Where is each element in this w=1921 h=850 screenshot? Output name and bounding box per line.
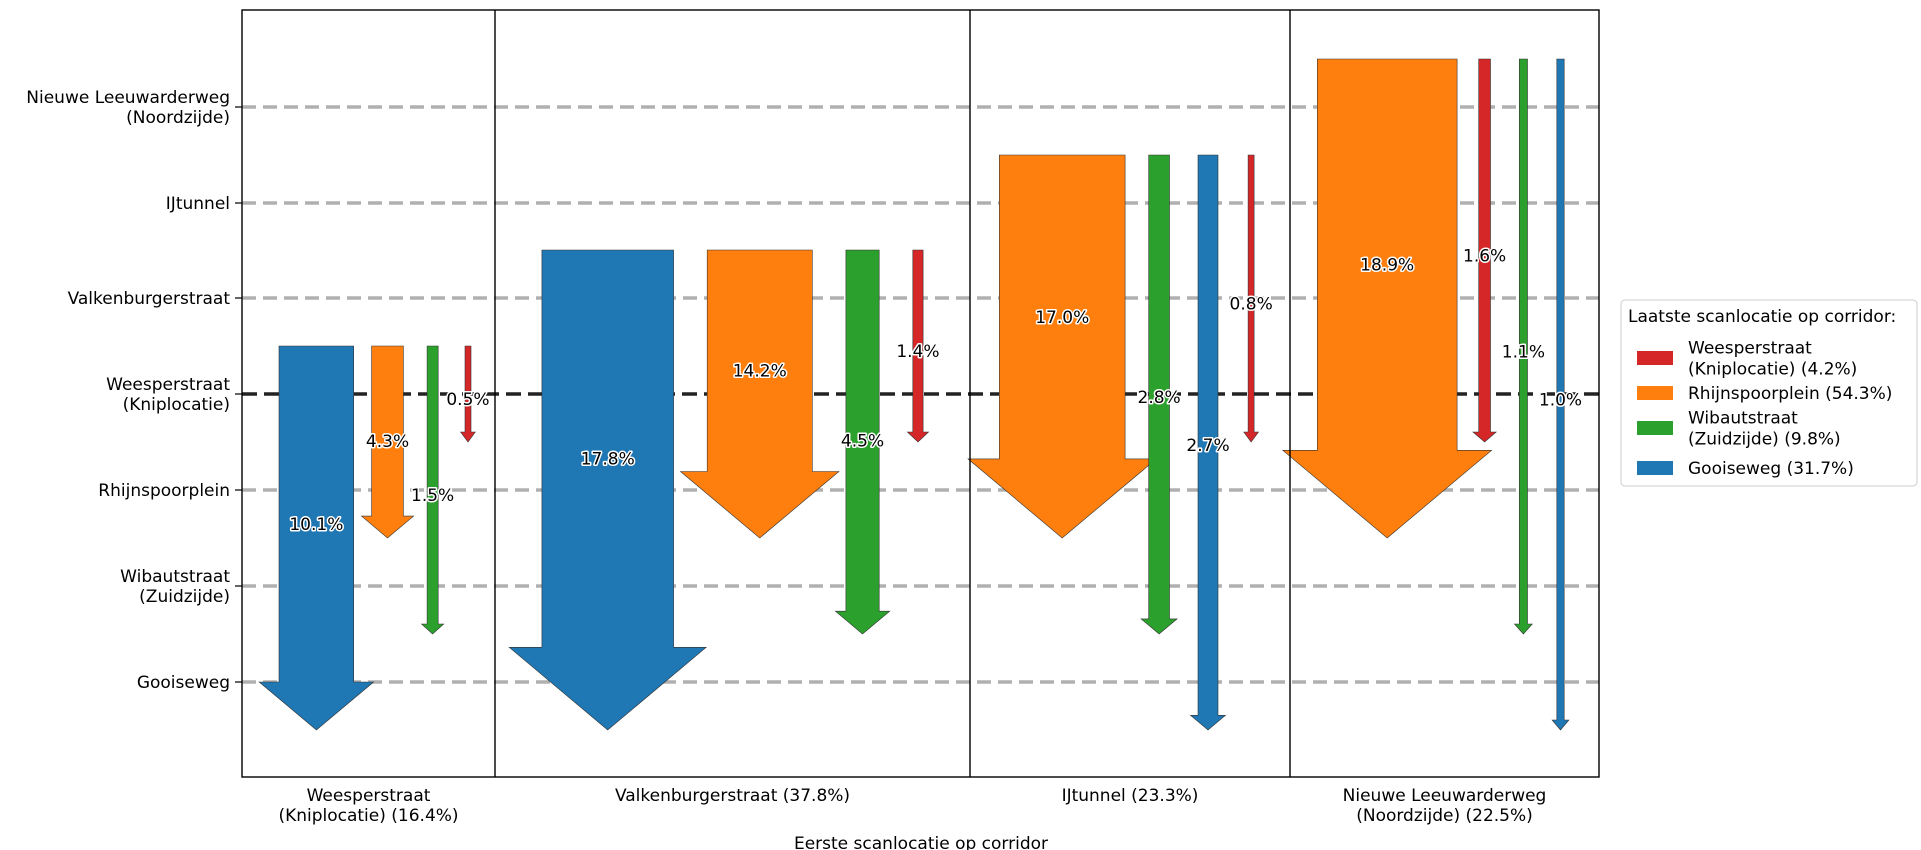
y-tick-label: Gooiseweg xyxy=(137,673,230,693)
x-tick-labels: Weesperstraat (Kniplocatie) (16.4%) Valken… xyxy=(278,786,1546,826)
flow-arrow xyxy=(1243,154,1260,443)
flow-arrow xyxy=(420,345,445,635)
flow-label: 1.4% xyxy=(896,342,939,362)
legend-swatch xyxy=(1637,421,1673,435)
flow-arrow xyxy=(1189,154,1227,731)
legend-entry-label: Weesperstraat (Kniplocatie) (4.2%) xyxy=(1688,339,1857,380)
flow-label: 2.7% xyxy=(1186,436,1229,456)
y-tick-label: IJtunnel xyxy=(166,194,230,214)
legend-swatch xyxy=(1637,461,1673,475)
flow-arrow xyxy=(906,249,930,443)
y-tick-label: Valkenburgerstraat xyxy=(68,289,231,309)
legend-title: Laatste scanlocatie op corridor: xyxy=(1628,307,1896,327)
y-tick-labels: Nieuwe Leeuwarderweg (Noordzijde) IJtunnel… xyxy=(26,88,242,693)
legend-entry-label: Rhijnspoorplein (54.3%) xyxy=(1688,384,1892,404)
flow-label: 0.5% xyxy=(446,390,489,410)
flow-label: 18.9% xyxy=(1360,256,1414,276)
flow-arrow xyxy=(1281,58,1493,539)
group-separators xyxy=(494,10,1291,777)
flow-arrow xyxy=(1140,154,1178,635)
flow-arrow xyxy=(508,249,708,731)
flow-arrow xyxy=(1551,58,1570,731)
x-tick-label: Weesperstraat (Kniplocatie) (16.4%) xyxy=(278,786,458,826)
flow-arrow xyxy=(967,154,1158,539)
flow-arrow xyxy=(258,345,375,731)
data-labels: 10.1% 4.3% 1.5% 0.5% 17.8% 14.2% 4.5% 1.4% 17.0%… xyxy=(288,245,1584,536)
x-tick-label: IJtunnel (23.3%) xyxy=(1062,786,1199,806)
flow-arrow xyxy=(1513,58,1533,635)
flow-arrow xyxy=(360,345,415,539)
flow-label: 4.5% xyxy=(841,432,884,452)
flow-label: 4.3% xyxy=(366,432,409,452)
legend-swatch xyxy=(1637,351,1673,365)
flow-arrow xyxy=(834,249,891,635)
flow-label: 17.8% xyxy=(581,450,635,470)
flow-label: 1.5% xyxy=(411,486,454,506)
legend-swatch xyxy=(1637,386,1673,400)
flow-label: 1.1% xyxy=(1502,343,1545,363)
flow-label: 1.0% xyxy=(1539,391,1582,411)
y-tick-label: Rhijnspoorplein xyxy=(98,481,230,501)
x-axis-label: Eerste scanlocatie op corridor xyxy=(794,834,1048,850)
flow-label: 17.0% xyxy=(1035,308,1089,328)
flow-label: 2.8% xyxy=(1138,388,1181,408)
legend-box xyxy=(1620,299,1918,487)
x-tick-label: Nieuwe Leeuwarderweg (Noordzijde) (22.5%) xyxy=(1343,786,1547,826)
flow-label: 0.8% xyxy=(1230,295,1273,315)
flow-arrow xyxy=(1472,58,1498,443)
flow-label: 1.6% xyxy=(1463,247,1506,267)
legend: Laatste scanlocatie op corridor: Weespers… xyxy=(1620,299,1918,487)
y-tick-label: Wibautstraat (Zuidzijde) xyxy=(120,567,230,607)
legend-entry-label: Wibautstraat (Zuidzijde) (9.8%) xyxy=(1688,409,1841,450)
flow-arrow xyxy=(460,345,476,443)
y-tick-label: Weesperstraat (Kniplocatie) xyxy=(106,375,230,415)
x-tick-label: Valkenburgerstraat (37.8%) xyxy=(615,786,850,806)
flow-arrows xyxy=(258,58,1570,731)
flow-arrow xyxy=(679,249,840,539)
legend-entry-label: Gooiseweg (31.7%) xyxy=(1688,459,1854,479)
flow-label: 14.2% xyxy=(733,362,787,382)
flow-label: 10.1% xyxy=(289,515,343,535)
y-tick-label: Nieuwe Leeuwarderweg (Noordzijde) xyxy=(26,88,230,128)
